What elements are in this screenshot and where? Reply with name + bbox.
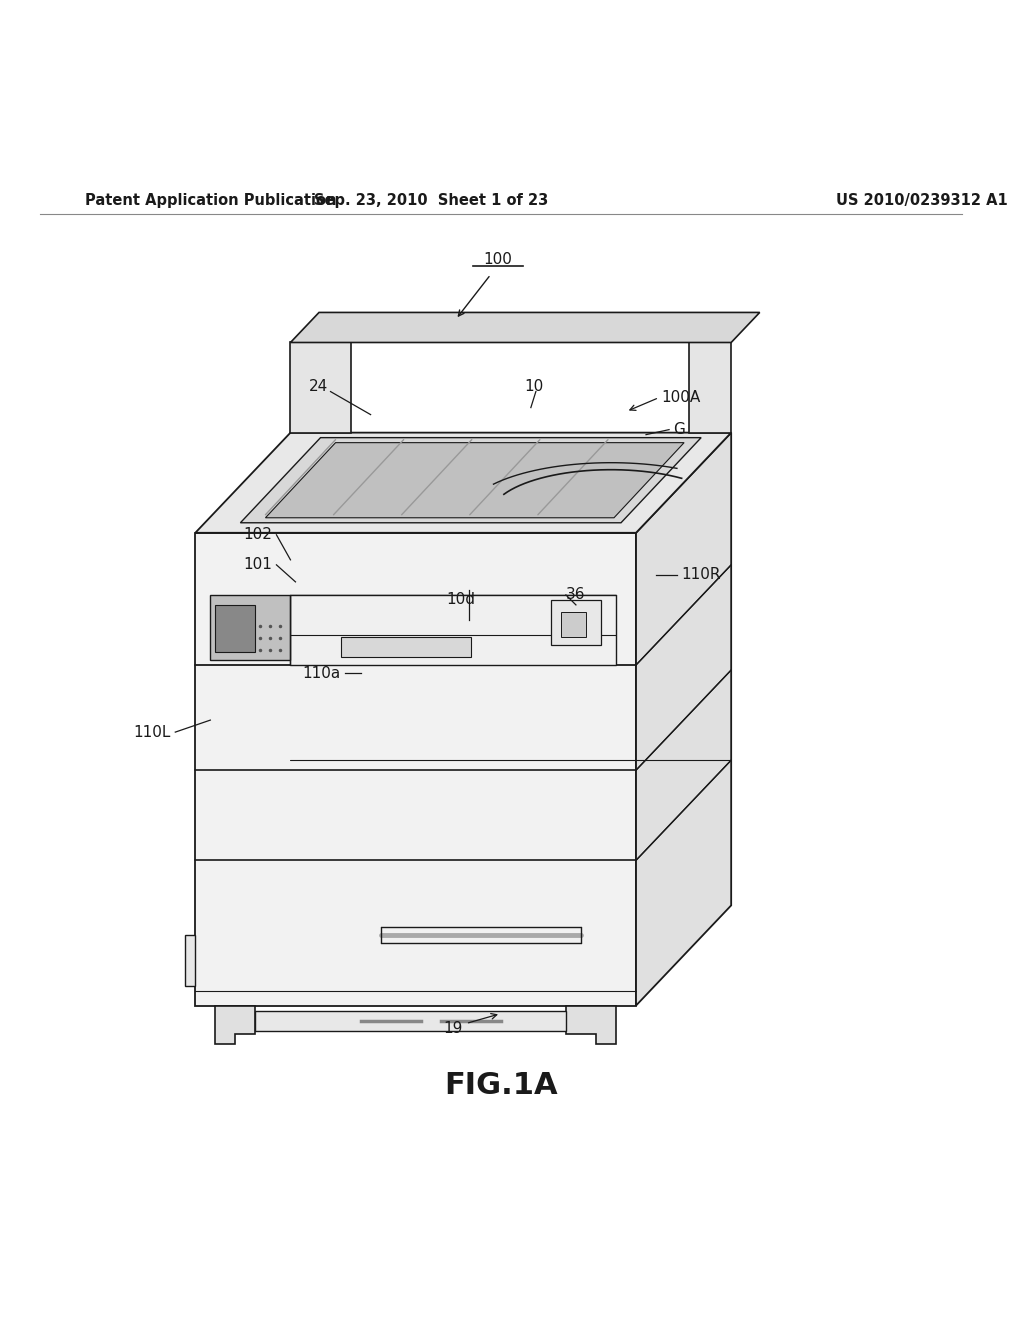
Polygon shape — [566, 1006, 616, 1044]
Polygon shape — [689, 342, 731, 433]
Text: 110L: 110L — [133, 725, 170, 739]
Polygon shape — [215, 605, 255, 652]
Text: 100A: 100A — [662, 391, 700, 405]
Text: G: G — [673, 422, 685, 437]
Text: Patent Application Publication: Patent Application Publication — [85, 193, 337, 207]
Text: Sep. 23, 2010  Sheet 1 of 23: Sep. 23, 2010 Sheet 1 of 23 — [313, 193, 548, 207]
Polygon shape — [255, 1011, 566, 1031]
Text: 36: 36 — [566, 587, 586, 602]
Polygon shape — [210, 595, 291, 660]
Text: 24: 24 — [309, 379, 328, 395]
Text: 102: 102 — [244, 527, 272, 543]
Text: 10: 10 — [524, 379, 544, 395]
Polygon shape — [196, 433, 731, 533]
Polygon shape — [215, 1006, 255, 1044]
Polygon shape — [636, 433, 731, 1006]
Text: US 2010/0239312 A1: US 2010/0239312 A1 — [836, 193, 1008, 207]
Text: 110a: 110a — [302, 665, 341, 681]
Text: 101: 101 — [244, 557, 272, 573]
Polygon shape — [551, 599, 601, 645]
Polygon shape — [185, 936, 196, 986]
Polygon shape — [265, 442, 684, 517]
Text: 19: 19 — [443, 1022, 463, 1036]
Text: 100: 100 — [483, 252, 512, 267]
Polygon shape — [561, 612, 586, 638]
Polygon shape — [241, 438, 701, 523]
Text: 10d: 10d — [446, 591, 475, 607]
Polygon shape — [291, 342, 350, 433]
Polygon shape — [196, 533, 636, 1006]
Text: FIG.1A: FIG.1A — [444, 1072, 558, 1100]
Polygon shape — [291, 595, 616, 665]
Polygon shape — [341, 638, 471, 657]
Text: 110R: 110R — [681, 568, 721, 582]
Polygon shape — [291, 313, 760, 342]
